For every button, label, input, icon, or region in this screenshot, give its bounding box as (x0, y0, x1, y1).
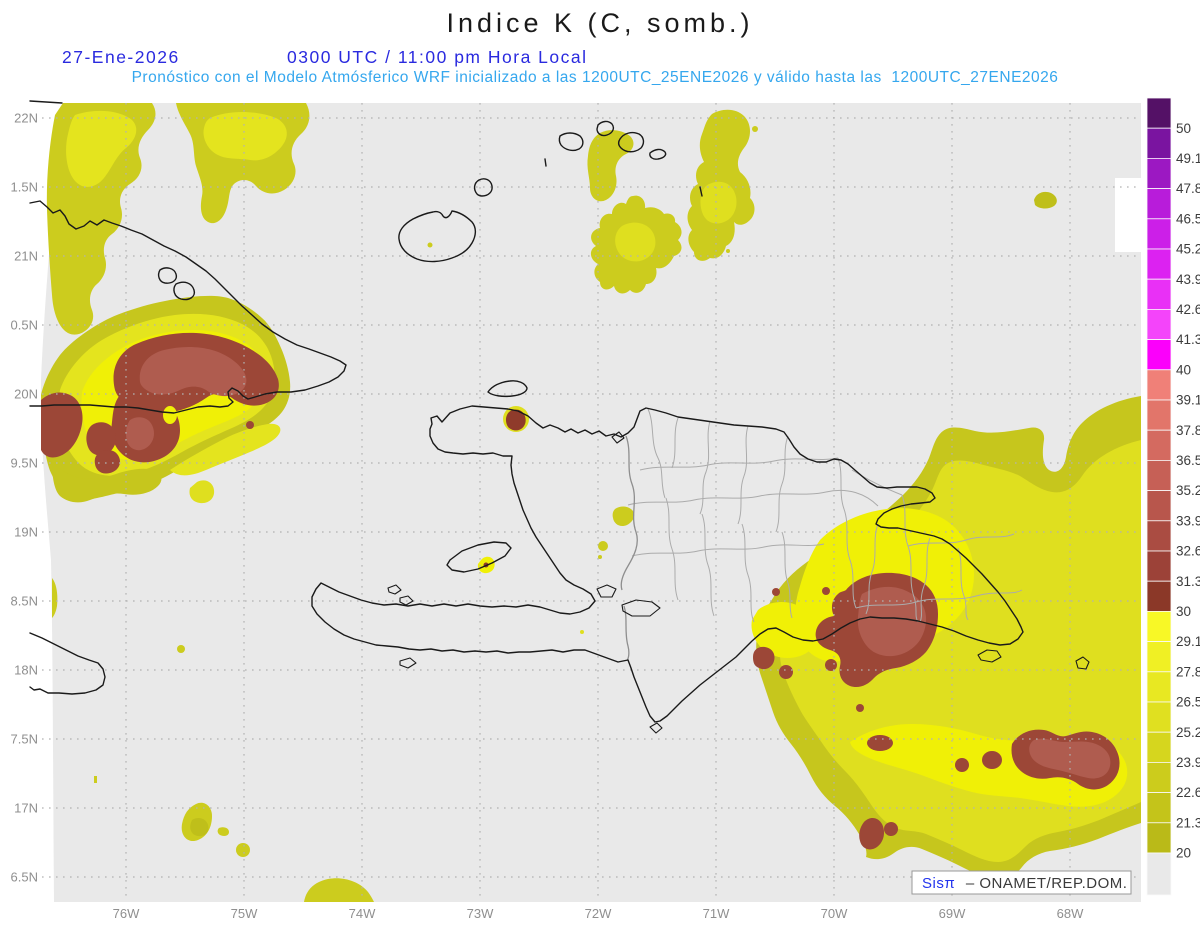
y-axis-label: 21N (14, 249, 38, 264)
k-index-shading (41, 103, 1141, 902)
y-axis-label: 9.5N (11, 456, 38, 471)
x-axis-label: 69W (939, 906, 966, 921)
colorbar-label: 33.9 (1176, 513, 1200, 528)
page-title: Indice K (C, somb.) (446, 8, 754, 38)
colorbar-label: 37.8 (1176, 423, 1200, 438)
colorbar-label: 47.8 (1176, 181, 1200, 196)
colorbar-cell (1146, 611, 1172, 643)
x-axis-label: 76W (113, 906, 140, 921)
colorbar-label: 45.2 (1176, 242, 1200, 257)
colorbar-label: 29.1 (1176, 634, 1200, 649)
y-axis-label: 1.5N (11, 180, 38, 195)
colorbar-cell (1146, 218, 1172, 250)
colorbar-label: 20 (1176, 846, 1191, 861)
y-axis-label: 6.5N (11, 870, 38, 885)
province-boundaries (627, 408, 1023, 623)
colorbar-cell (1146, 157, 1172, 189)
colorbar-cell (1146, 339, 1172, 371)
colorbar-cell (1146, 429, 1172, 461)
attribution-brand: Sisπ (922, 875, 955, 892)
colorbar-label: 43.9 (1176, 272, 1200, 287)
svg-text:Sisπ – ONAMET/REP.DOM.: Sisπ – ONAMET/REP.DOM. (922, 875, 1127, 892)
colorbar-cell (1146, 188, 1172, 220)
colorbar-cell (1146, 550, 1172, 582)
colorbar-label: 26.5 (1176, 695, 1200, 710)
haiti-dr-border (620, 435, 638, 661)
x-axis-label: 75W (231, 906, 258, 921)
colorbar-label: 50 (1176, 121, 1191, 136)
y-axis: 22N 1.5N 21N 0.5N 20N 9.5N 19N 8.5N 18N 7.5N 17N 6.… (11, 111, 38, 885)
colorbar-label: 23.9 (1176, 755, 1200, 770)
x-axis-label: 74W (349, 906, 376, 921)
colorbar-label: 41.3 (1176, 332, 1200, 347)
y-axis-label: 19N (14, 525, 38, 540)
colorbar-cell (1146, 701, 1172, 733)
forecast-time: 0300 UTC / 11:00 pm Hora Local (287, 47, 588, 67)
x-axis-label: 72W (585, 906, 612, 921)
colorbar-label: 40 (1176, 362, 1191, 377)
y-axis-label: 18N (14, 663, 38, 678)
colorbar-label: 36.5 (1176, 453, 1200, 468)
model-init-line: Pronóstico con el Modelo Atmósferico WRF… (131, 69, 1059, 86)
colorbar-label: 22.6 (1176, 785, 1200, 800)
colorbar-label: 32.6 (1176, 544, 1200, 559)
colorbar-cell (1146, 852, 1172, 896)
colorbar-cell (1146, 127, 1172, 159)
colorbar-cell (1146, 490, 1172, 522)
domain-gap (1115, 178, 1142, 252)
x-axis: 76W 75W 74W 73W 72W 71W 70W 69W 68W (113, 906, 1084, 921)
coastlines (29, 100, 1090, 734)
colorbar-label: 46.5 (1176, 211, 1200, 226)
x-axis-label: 70W (821, 906, 848, 921)
x-axis-label: 71W (703, 906, 730, 921)
colorbar-cell (1146, 792, 1172, 824)
colorbar-cell (1146, 459, 1172, 491)
forecast-date: 27-Ene-2026 (62, 47, 180, 67)
colorbar-cell (1146, 248, 1172, 280)
colorbar-label: 49.1 (1176, 151, 1200, 166)
colorbar-cell (1146, 822, 1172, 854)
y-axis-label: 22N (14, 111, 38, 126)
y-axis-label: 0.5N (11, 318, 38, 333)
colorbar-label: 25.2 (1176, 725, 1200, 740)
colorbar: 50 49.1 47.8 46.5 45.2 43.9 42.6 41.3 40 39.1 37.8… (1146, 97, 1200, 896)
colorbar-label: 21.3 (1176, 815, 1200, 830)
graticule (42, 103, 1141, 900)
colorbar-cell (1146, 641, 1172, 673)
colorbar-label: 30 (1176, 604, 1191, 619)
colorbar-cell (1146, 97, 1172, 129)
colorbar-label: 31.3 (1176, 574, 1200, 589)
colorbar-cell (1146, 399, 1172, 431)
colorbar-cell (1146, 671, 1172, 703)
attribution-org: – ONAMET/REP.DOM. (966, 875, 1128, 892)
colorbar-cell (1146, 369, 1172, 401)
y-axis-label: 7.5N (11, 732, 38, 747)
colorbar-label: 39.1 (1176, 393, 1200, 408)
colorbar-cell (1146, 731, 1172, 763)
colorbar-label: 27.8 (1176, 664, 1200, 679)
colorbar-cell (1146, 520, 1172, 552)
y-axis-label: 8.5N (11, 594, 38, 609)
colorbar-cell (1146, 580, 1172, 612)
colorbar-cell (1146, 308, 1172, 340)
x-axis-label: 73W (467, 906, 494, 921)
colorbar-cell (1146, 762, 1172, 794)
x-axis-label: 68W (1057, 906, 1084, 921)
colorbar-label: 35.2 (1176, 483, 1200, 498)
y-axis-label: 17N (14, 801, 38, 816)
attribution-box: Sisπ – ONAMET/REP.DOM. (911, 870, 1132, 895)
y-axis-label: 20N (14, 387, 38, 402)
colorbar-cell (1146, 278, 1172, 310)
colorbar-label: 42.6 (1176, 302, 1200, 317)
